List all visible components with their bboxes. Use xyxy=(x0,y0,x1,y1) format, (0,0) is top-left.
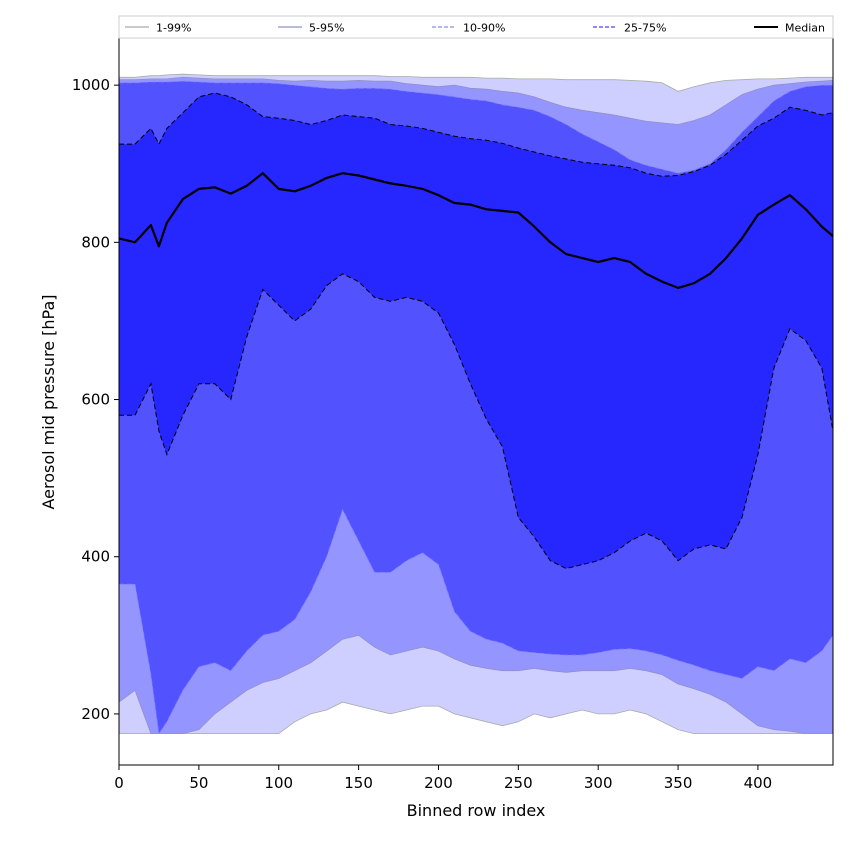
y-tick-label: 400 xyxy=(81,548,110,566)
band-5-95-upper-line xyxy=(119,76,834,125)
x-axis-label: Binned row index xyxy=(407,801,546,820)
band-10-90-upper-line xyxy=(119,80,833,174)
band-25-75-area xyxy=(119,93,833,569)
y-axis: 200 400 600 800 1000 xyxy=(72,76,119,723)
x-tick-label: 300 xyxy=(584,774,613,792)
y-tick-label: 800 xyxy=(81,233,110,251)
series-median-line xyxy=(118,172,834,289)
x-tick-label: 100 xyxy=(264,774,293,792)
band-1-99-lower-line xyxy=(119,701,833,734)
y-axis-label: Aerosol mid pressure [hPa] xyxy=(39,294,58,509)
legend-label: 5-95% xyxy=(309,22,344,35)
x-axis: 0 50 100 150 200 250 300 350 400 xyxy=(114,765,772,792)
x-tick-label: 50 xyxy=(189,774,208,792)
y-tick-label: 200 xyxy=(81,705,110,723)
band-5-95-lower-line xyxy=(118,634,833,734)
band-25-75-upper-line xyxy=(119,92,834,177)
lines-layer xyxy=(118,73,834,735)
legend-label: 10-90% xyxy=(463,22,505,35)
x-tick-label: 350 xyxy=(664,774,693,792)
x-tick-label: 0 xyxy=(114,774,124,792)
x-tick-label: 150 xyxy=(344,774,373,792)
legend-frame xyxy=(118,15,834,39)
x-tick-label: 250 xyxy=(504,774,533,792)
x-tick-label: 400 xyxy=(744,774,773,792)
band-25-75-lower-line xyxy=(119,273,834,570)
legend-label: Median xyxy=(785,22,825,35)
band-1-99-upper-line xyxy=(119,73,833,92)
bands-layer xyxy=(119,74,833,734)
legend-label: 25-75% xyxy=(624,22,666,35)
x-tick-label: 200 xyxy=(424,774,453,792)
legend: 1-99% 5-95% 10-90% 25-75% Median xyxy=(118,15,834,39)
y-tick-label: 600 xyxy=(81,391,110,409)
band-10-90-lower-line xyxy=(119,508,834,735)
legend-label: 1-99% xyxy=(156,22,191,35)
y-tick-label: 1000 xyxy=(72,76,110,94)
